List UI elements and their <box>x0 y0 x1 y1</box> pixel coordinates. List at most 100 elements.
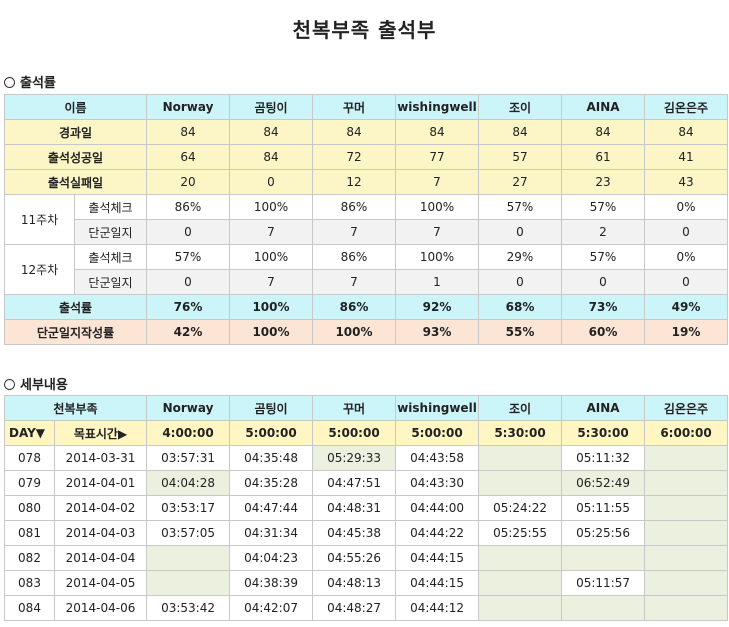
target-time: 5:00:00 <box>229 420 314 446</box>
summary-value: 84 <box>644 119 728 145</box>
checkin-time: 04:48:13 <box>312 570 397 596</box>
checkin-time: 03:57:31 <box>146 445 231 471</box>
day-number: 080 <box>4 495 55 521</box>
row-label: 경과일 <box>4 119 147 145</box>
checkin-time: 04:04:23 <box>229 545 314 571</box>
day-sort-header: DAY▼ <box>4 420 55 446</box>
checkin-time: 04:42:07 <box>229 595 314 621</box>
journal-value: 7 <box>312 219 396 245</box>
summary-header-row: 이름 Norway 곰팅이 꾸머 wishingwell 조이 AINA 김온은주 <box>4 94 728 120</box>
checkin-time: 04:35:28 <box>229 470 314 496</box>
date: 2014-04-01 <box>53 470 148 496</box>
target-time: 5:00:00 <box>312 420 397 446</box>
journal-label: 단군일지 <box>74 219 147 245</box>
journal-rate-value: 42% <box>146 319 230 345</box>
missed-cell <box>146 570 231 596</box>
member-header: 곰팅이 <box>229 395 314 421</box>
checkin-time: 04:47:44 <box>229 495 314 521</box>
detail-header-row: 천복부족 Norway 곰팅이 꾸머 wishingwell 조이 AINA 김온은주 <box>3 395 729 421</box>
check-value: 57% <box>561 194 645 220</box>
missed-cell <box>561 545 646 571</box>
checkin-time: 03:53:42 <box>146 595 231 621</box>
summary-value: 84 <box>395 119 479 145</box>
target-time: 5:30:00 <box>478 420 563 446</box>
journal-rate-value: 100% <box>229 319 313 345</box>
member-header: AINA <box>561 94 645 120</box>
attendance-rate-value: 100% <box>229 294 313 320</box>
checkin-time: 04:38:39 <box>229 570 314 596</box>
missed-cell <box>644 520 729 546</box>
date: 2014-04-05 <box>53 570 148 596</box>
journal-value: 0 <box>146 219 230 245</box>
day-number: 084 <box>4 595 55 621</box>
journal-value: 0 <box>561 269 645 295</box>
missed-cell <box>561 595 646 621</box>
member-header: wishingwell <box>395 94 479 120</box>
journal-value: 7 <box>229 219 313 245</box>
week-label: 12주차 <box>4 244 75 295</box>
summary-row: 출석성공일 64 84 72 77 57 61 41 <box>4 144 728 170</box>
target-time: 5:30:00 <box>561 420 646 446</box>
week-journal-row: 단군일지 0 7 7 7 0 2 0 <box>5 219 728 245</box>
summary-value: 61 <box>561 144 645 170</box>
check-value: 57% <box>146 244 230 270</box>
attendance-rate-value: 86% <box>312 294 396 320</box>
summary-value: 23 <box>561 169 645 195</box>
date: 2014-04-02 <box>53 495 148 521</box>
journal-value: 7 <box>312 269 396 295</box>
check-value: 57% <box>478 194 562 220</box>
missed-cell <box>478 545 563 571</box>
missed-cell <box>644 445 729 471</box>
detail-section-label: 세부내용 <box>4 374 68 393</box>
checkin-time: 04:48:31 <box>312 495 397 521</box>
page-title: 천복부족 출석부 <box>292 18 437 42</box>
summary-value: 57 <box>478 144 562 170</box>
journal-label: 단군일지 <box>74 269 147 295</box>
summary-value: 64 <box>146 144 230 170</box>
missed-cell <box>478 445 563 471</box>
attendance-rate-row: 출석률 76% 100% 86% 92% 68% 73% 49% <box>4 294 728 320</box>
checkin-time: 04:44:22 <box>395 520 480 546</box>
attendance-section-label: 출석률 <box>4 72 56 91</box>
checkin-time: 05:25:56 <box>561 520 646 546</box>
check-value: 100% <box>229 194 313 220</box>
member-header: 조이 <box>478 94 562 120</box>
checkin-time: 04:31:34 <box>229 520 314 546</box>
missed-cell <box>478 570 563 596</box>
check-value: 29% <box>478 244 562 270</box>
target-time-row: DAY▼ 목표시간▶ 4:00:00 5:00:00 5:00:00 5:00:00 5:3… <box>4 420 729 446</box>
member-header: 꾸머 <box>312 94 396 120</box>
member-header: wishingwell <box>395 395 480 421</box>
journal-rate-label: 단군일지작성률 <box>4 319 147 345</box>
target-time: 4:00:00 <box>146 420 231 446</box>
checkin-time: 04:43:58 <box>395 445 480 471</box>
check-label: 출석체크 <box>74 244 147 270</box>
summary-value: 84 <box>229 144 313 170</box>
check-value: 86% <box>312 244 396 270</box>
detail-row: 081 2014-04-03 03:57:05 04:31:34 04:45:38 04:… <box>4 520 729 546</box>
journal-rate-value: 19% <box>644 319 728 345</box>
date: 2014-03-31 <box>53 445 148 471</box>
summary-value: 20 <box>146 169 230 195</box>
journal-value: 0 <box>478 219 562 245</box>
check-value: 0% <box>644 194 728 220</box>
journal-value: 7 <box>229 269 313 295</box>
summary-value: 27 <box>478 169 562 195</box>
summary-value: 77 <box>395 144 479 170</box>
checkin-time: 05:11:57 <box>561 570 646 596</box>
checkin-time: 04:45:38 <box>312 520 397 546</box>
check-value: 0% <box>644 244 728 270</box>
name-header: 이름 <box>4 94 147 120</box>
missed-cell <box>644 545 729 571</box>
checkin-time: 04:44:12 <box>395 595 480 621</box>
checkin-time: 04:44:15 <box>395 545 480 571</box>
journal-value: 0 <box>478 269 562 295</box>
missed-cell <box>478 470 563 496</box>
date: 2014-04-03 <box>53 520 148 546</box>
journal-value: 1 <box>395 269 479 295</box>
attendance-rate-value: 73% <box>561 294 645 320</box>
attendance-rate-value: 92% <box>395 294 479 320</box>
member-header: AINA <box>561 395 646 421</box>
journal-rate-value: 55% <box>478 319 562 345</box>
attendance-summary-table: 이름 Norway 곰팅이 꾸머 wishingwell 조이 AINA 김온은주 경과일 84 8… <box>4 94 728 345</box>
